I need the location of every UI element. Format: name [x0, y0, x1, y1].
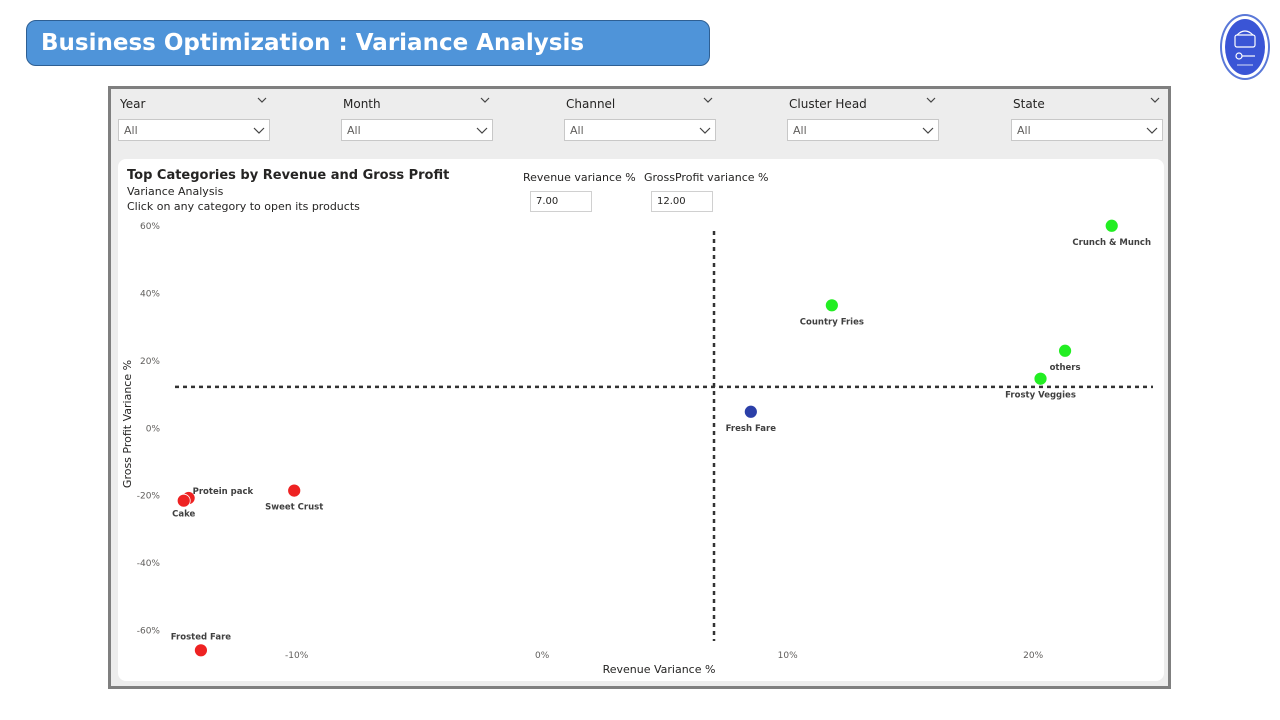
y-tick-label: -40% [137, 559, 161, 569]
slicer-month-value: All [347, 124, 361, 137]
data-point[interactable] [176, 493, 191, 508]
data-point[interactable] [824, 298, 839, 313]
slicer-cluster-head-value: All [793, 124, 807, 137]
scatter-plot: 60% 40% 20% 0% -20% -40% -60% -10% 0% 10% 20% Reven… [121, 218, 1153, 676]
data-label: others [1050, 363, 1081, 373]
slicer-state-dropdown[interactable]: All [1011, 119, 1163, 141]
x-tick-label: -10% [285, 651, 309, 661]
data-point[interactable] [1058, 343, 1072, 358]
data-label: Fresh Fare [726, 424, 777, 434]
data-label: Crunch & Munch [1072, 238, 1151, 248]
chevron-down-icon [1146, 127, 1158, 134]
chevron-down-icon[interactable] [926, 95, 936, 105]
chevron-down-icon [476, 127, 488, 134]
chevron-down-icon [253, 127, 265, 134]
y-tick-label: 20% [140, 357, 160, 367]
chevron-down-icon[interactable] [480, 95, 490, 105]
chevron-down-icon[interactable] [257, 95, 267, 105]
chevron-down-icon [922, 127, 934, 134]
chevron-down-icon [699, 127, 711, 134]
slicer-channel-value: All [570, 124, 584, 137]
data-point[interactable] [743, 404, 758, 419]
chart-subtitle: Variance Analysis [127, 185, 224, 198]
y-axis-title: Gross Profit Variance % [121, 360, 134, 488]
slicer-state: State All [1004, 89, 1163, 145]
y-tick-label: 40% [140, 289, 160, 299]
scatter-visual: Top Categories by Revenue and Gross Prof… [118, 159, 1164, 681]
y-tick-label: -60% [137, 626, 161, 636]
y-tick-label: -20% [137, 492, 161, 502]
report-frame: Year All Month All Channel All Cluster [108, 86, 1171, 689]
slicer-year-value: All [124, 124, 138, 137]
crunchy-corner-logo-icon [1220, 14, 1270, 80]
revenue-variance-input[interactable]: 7.00 [530, 191, 592, 212]
gross-profit-variance-label: GrossProfit variance % [644, 171, 769, 184]
slicer-state-value: All [1017, 124, 1031, 137]
slicer-cluster-head: Cluster Head All [780, 89, 939, 145]
data-label: Protein pack [193, 487, 254, 497]
data-label: Frosty Veggies [1005, 391, 1076, 401]
logo-badge [1225, 19, 1265, 75]
slicer-cluster-head-dropdown[interactable]: All [787, 119, 939, 141]
logo-emblem-icon [1234, 30, 1256, 66]
y-tick-label: 0% [146, 424, 161, 434]
data-label: Sweet Crust [265, 503, 323, 513]
slicer-channel-label: Channel [566, 97, 616, 111]
slicer-month-dropdown[interactable]: All [341, 119, 493, 141]
slicer-month: Month All [334, 89, 493, 145]
x-tick-label: 20% [1023, 651, 1043, 661]
page-title: Business Optimization : Variance Analysi… [26, 20, 710, 66]
slicer-year: Year All [111, 89, 270, 145]
data-point[interactable] [1104, 218, 1119, 233]
slicer-year-dropdown[interactable]: All [118, 119, 270, 141]
y-tick-label: 60% [140, 222, 160, 232]
gross-profit-variance-input[interactable]: 12.00 [651, 191, 713, 212]
chart-title: Top Categories by Revenue and Gross Prof… [127, 168, 450, 183]
slicer-month-label: Month [343, 97, 381, 111]
data-label: Frosted Fare [171, 632, 231, 642]
chevron-down-icon[interactable] [1150, 95, 1160, 105]
data-label: Cake [172, 510, 195, 520]
filter-bar: Year All Month All Channel All Cluster [111, 89, 1168, 149]
slicer-cluster-head-label: Cluster Head [789, 97, 867, 111]
data-point[interactable] [194, 643, 208, 658]
chevron-down-icon[interactable] [703, 95, 713, 105]
data-label: Country Fries [800, 317, 864, 327]
slicer-channel: Channel All [557, 89, 716, 145]
slicer-state-label: State [1013, 97, 1045, 111]
data-point[interactable] [1033, 371, 1048, 386]
chart-instruction: Click on any category to open its produc… [127, 200, 360, 213]
x-tick-label: 0% [535, 651, 550, 661]
slicer-channel-dropdown[interactable]: All [564, 119, 716, 141]
x-tick-label: 10% [778, 651, 798, 661]
data-point[interactable] [287, 483, 302, 498]
revenue-variance-label: Revenue variance % [523, 171, 636, 184]
x-axis-title: Revenue Variance % [603, 663, 716, 676]
slicer-year-label: Year [120, 97, 146, 111]
